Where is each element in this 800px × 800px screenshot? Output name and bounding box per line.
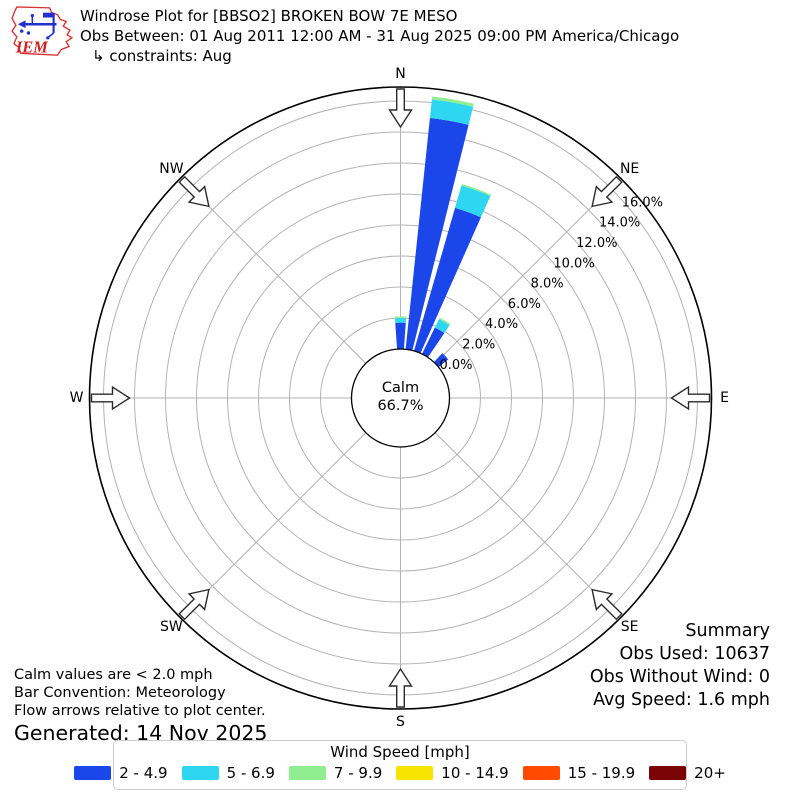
summary-obs-used: Obs Used: 10637	[619, 644, 771, 664]
compass-label-w: W	[70, 390, 84, 406]
flow-arrow-icon	[90, 385, 131, 411]
windrose-bar-segment	[394, 318, 407, 323]
compass-label-e: E	[720, 390, 729, 406]
outer-circle	[88, 86, 713, 710]
windrose-bar-segment	[421, 327, 445, 358]
legend-swatch-icon	[649, 766, 687, 780]
flow-arrow-icon	[388, 88, 413, 129]
summary-block: Summary Obs Used: 10637 Obs Without Wind…	[590, 620, 770, 712]
windrose-bar-segment	[434, 319, 450, 333]
legend-title: Wind Speed [mph]	[330, 743, 470, 761]
page-title: Windrose Plot for [BBSO2] BROKEN BOW 7E …	[80, 7, 458, 25]
grid-radial	[434, 432, 621, 619]
legend-items: 2 - 4.9 5 - 6.9 7 - 9.9 10 - 14.9 15 - 19.9 2…	[67, 764, 733, 782]
compass-label-nw: NW	[159, 161, 183, 177]
windrose-bar-segment	[431, 96, 474, 107]
legend-swatch-icon	[74, 766, 112, 780]
windrose-bar-segment	[414, 207, 481, 354]
grid-radial	[180, 177, 367, 364]
iem-logo: IEM	[11, 6, 74, 56]
summary-title: Summary	[685, 621, 770, 641]
header: Windrose Plot for [BBSO2] BROKEN BOW 7E …	[80, 6, 679, 66]
compass-label-ne: NE	[620, 161, 639, 177]
flow-arrow-icon	[178, 175, 210, 208]
windrose-bar-segment	[394, 316, 407, 319]
iem-logo-text: IEM	[15, 37, 49, 56]
note-bar-convention: Bar Convention: Meteorology	[14, 685, 226, 701]
anemometer-icon	[17, 12, 57, 40]
legend-label: 10 - 14.9	[441, 764, 509, 782]
radial-tick-label: 2.0%	[462, 337, 495, 352]
obs-between-subtitle: Obs Between: 01 Aug 2011 12:00 AM - 31 A…	[80, 27, 680, 45]
windrose-bar-segment	[455, 185, 491, 218]
radial-tick-label: 6.0%	[508, 297, 541, 312]
grid-radial	[180, 432, 367, 619]
windrose-bar-segment	[429, 99, 474, 125]
windrose-bar-segment	[461, 184, 492, 197]
legend-item: 20+	[649, 764, 726, 782]
calm-circle	[350, 348, 451, 448]
radial-tick-label: 12.0%	[576, 236, 617, 251]
note-flow-arrows: Flow arrows relative to plot center.	[14, 703, 266, 719]
grid-radial	[434, 177, 621, 364]
compass-label-sw: SW	[160, 619, 183, 635]
compass-label-se: SE	[621, 619, 639, 635]
radial-tick-label: 14.0%	[599, 216, 640, 231]
legend-label: 5 - 6.9	[226, 764, 275, 782]
compass-label-s: S	[396, 714, 405, 730]
legend-swatch-icon	[288, 766, 326, 780]
iowa-outline-icon	[11, 6, 74, 56]
legend-label: 15 - 19.9	[567, 764, 636, 782]
windrose-bar-segment	[395, 322, 406, 350]
legend-item: 2 - 4.9	[74, 764, 168, 782]
calm-value: 66.7%	[377, 398, 423, 414]
legend-swatch-icon	[522, 766, 560, 780]
legend-swatch-icon	[396, 766, 434, 780]
windrose-bar-segment	[438, 317, 451, 326]
radial-tick-label: 16.0%	[622, 195, 663, 210]
flow-arrow-icon	[591, 175, 623, 208]
legend-item: 10 - 14.9	[396, 764, 509, 782]
legend-item: 7 - 9.9	[288, 764, 383, 782]
legend-label: 20+	[694, 764, 726, 782]
constraints-note: ↳ constraints: Aug	[92, 47, 232, 65]
radial-tick-label: 4.0%	[485, 317, 518, 332]
notes-block: Calm values are < 2.0 mph Bar Convention…	[14, 666, 267, 745]
windrose-bar-segment	[433, 353, 449, 368]
summary-avg-speed: Avg Speed: 1.6 mph	[593, 690, 770, 710]
windrose-bar-segment	[405, 118, 469, 351]
calm-label: Calm	[382, 380, 419, 396]
legend-box: Wind Speed [mph] 2 - 4.9 5 - 6.9 7 - 9.9 10…	[74, 740, 726, 790]
flow-arrow-icon	[388, 667, 413, 708]
legend-item: 15 - 19.9	[522, 764, 636, 782]
note-calm: Calm values are < 2.0 mph	[14, 667, 213, 683]
legend-label: 2 - 4.9	[119, 764, 168, 782]
radial-tick-label: 8.0%	[531, 277, 564, 292]
compass-label-n: N	[395, 66, 405, 82]
flow-arrow-icon	[178, 588, 210, 621]
flow-arrow-icon	[670, 385, 711, 411]
flow-arrow-icon	[591, 588, 623, 621]
legend-item: 5 - 6.9	[181, 764, 275, 782]
legend-label: 7 - 9.9	[333, 764, 383, 782]
radial-tick-label: 0.0%	[439, 358, 472, 373]
legend-swatch-icon	[181, 766, 219, 780]
radial-tick-label: 10.0%	[553, 256, 594, 271]
summary-obs-without-wind: Obs Without Wind: 0	[589, 667, 770, 687]
